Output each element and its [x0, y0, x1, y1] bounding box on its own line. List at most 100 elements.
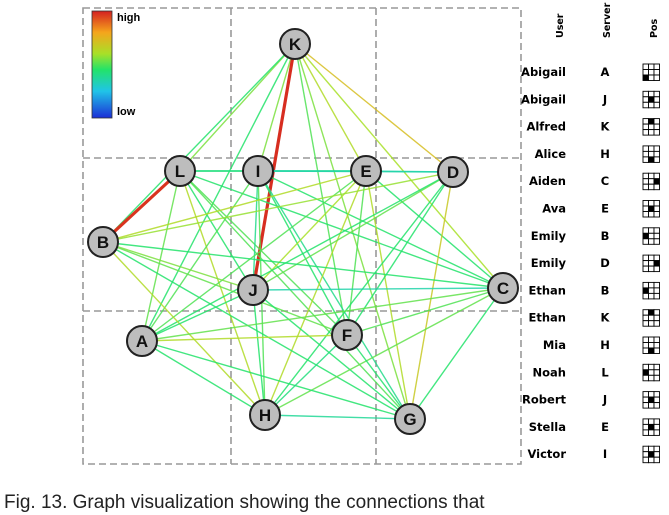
edge-K-L [179, 43, 296, 172]
edge-I-C [257, 170, 504, 289]
position-cell [642, 238, 649, 245]
position-cell [648, 178, 655, 185]
node-B: B [87, 226, 119, 258]
edge-K-I [257, 43, 296, 172]
position-cell [653, 418, 660, 425]
node-I: I [242, 155, 274, 187]
position-cell [642, 445, 649, 453]
edge-F-H [264, 334, 348, 416]
position-cell [653, 374, 660, 382]
position-cell [648, 429, 655, 436]
position-cell [653, 69, 660, 76]
position-cell [642, 123, 649, 131]
row-server: L [601, 365, 609, 379]
position-cell [642, 211, 649, 218]
edge-L-J [179, 170, 254, 291]
edge-J-A [141, 289, 254, 342]
node-label: L [175, 162, 185, 181]
position-cell [642, 456, 649, 464]
position-cell [653, 445, 660, 453]
position-cell [653, 309, 660, 316]
position-cell [653, 363, 660, 371]
edge-F-G [346, 334, 411, 420]
position-cell [648, 260, 655, 267]
position-cell [642, 118, 649, 125]
position-cell-filled [642, 287, 649, 294]
position-cell [653, 423, 660, 431]
position-cell [653, 123, 660, 131]
table-row: Alfred K [526, 118, 660, 136]
row-user: Alice [535, 147, 567, 161]
edge-D-B [102, 171, 454, 243]
node-circle [394, 403, 426, 435]
position-cell [648, 281, 655, 289]
position-cell [648, 74, 655, 81]
position-cell [648, 101, 655, 109]
node-label: D [447, 163, 459, 182]
node-circle [487, 272, 519, 304]
position-cell [653, 402, 660, 409]
edge-A-F [141, 334, 348, 342]
position-cell [648, 123, 655, 131]
node-label: K [289, 35, 302, 54]
position-cell [653, 96, 660, 103]
position-cell [648, 200, 655, 207]
table-row: Ethan B [529, 281, 660, 300]
table-row: Emily B [531, 227, 660, 245]
edge-D-J [252, 171, 454, 291]
position-cell [642, 363, 649, 371]
position-grid-icon [642, 63, 660, 81]
table-row: Ethan K [529, 309, 660, 327]
legend-low-label: low [117, 106, 136, 118]
position-cell [642, 265, 649, 273]
position-cell [653, 101, 660, 109]
position-cell [648, 238, 655, 245]
edge-A-H [141, 340, 266, 416]
row-server: K [601, 120, 611, 134]
position-grid-icon [642, 172, 660, 191]
edge-K-E [294, 43, 367, 172]
row-server: J [602, 92, 607, 106]
position-cell [648, 391, 655, 398]
position-cell [653, 456, 660, 464]
position-cell-filled [648, 423, 655, 431]
position-cell-filled [642, 369, 649, 376]
position-cell [648, 418, 655, 425]
table-row: Robert J [522, 391, 660, 409]
position-cell [653, 118, 660, 125]
position-cell [642, 402, 649, 409]
position-cell [653, 238, 660, 245]
position-cell [653, 254, 660, 262]
row-user: Alfred [526, 120, 566, 134]
position-cell [642, 200, 649, 207]
row-server: A [601, 65, 610, 79]
position-cell [648, 145, 655, 152]
edge-J-H [252, 289, 266, 416]
position-cell [648, 336, 655, 343]
edge-C-F [346, 287, 504, 336]
row-server: K [601, 311, 611, 325]
position-cell [648, 287, 655, 294]
table-row: Ava E [542, 200, 660, 218]
table-row: Aiden C [529, 172, 660, 191]
edges-layer [101, 43, 504, 420]
row-user: Emily [531, 229, 567, 243]
row-server: H [600, 338, 610, 352]
position-cell [648, 320, 655, 327]
node-circle [350, 155, 382, 187]
position-cell [653, 211, 660, 218]
position-cell [648, 456, 655, 464]
row-user: Robert [522, 393, 566, 407]
table-row: Mia H [543, 336, 660, 354]
node-A: A [126, 325, 158, 357]
position-cell [642, 418, 649, 425]
server-column-header: Server [602, 2, 613, 38]
edge-I-J [252, 170, 259, 291]
node-D: D [437, 156, 469, 188]
position-cell [648, 232, 655, 240]
position-cell-filled [653, 260, 660, 267]
position-cell [642, 172, 649, 180]
position-cell [642, 183, 649, 191]
position-cell [648, 63, 655, 70]
position-cell [653, 150, 660, 158]
